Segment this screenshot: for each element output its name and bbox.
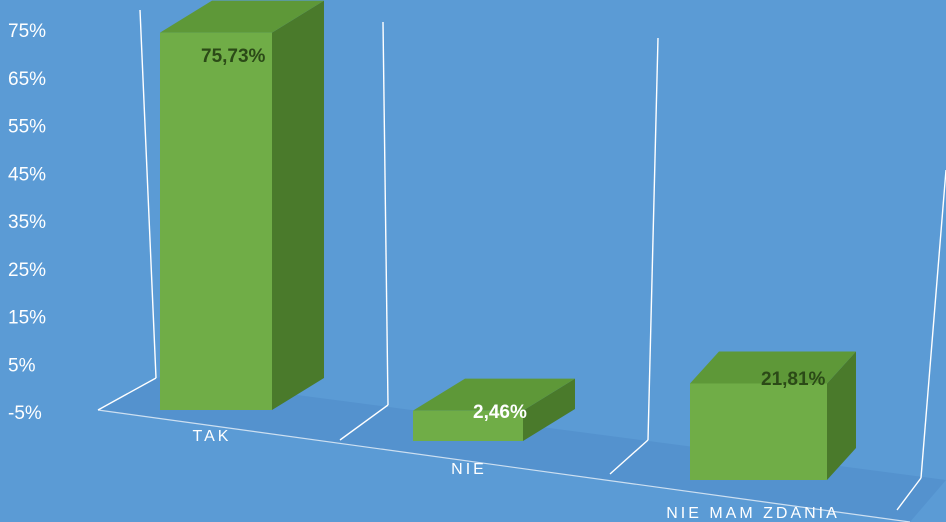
y-tick-label: 65%	[8, 69, 46, 90]
bar-side	[272, 0, 324, 411]
bar-top	[413, 378, 575, 411]
bar-side	[827, 351, 856, 480]
y-axis-ticks: -5% 5% 15% 25% 35% 45% 55% 65% 75%	[8, 21, 46, 424]
chart-walls	[97, 9, 946, 511]
grid-divider-6	[609, 439, 649, 475]
bar-top	[690, 351, 856, 384]
bar-side	[523, 378, 575, 441]
y-tick-label: 35%	[8, 212, 46, 233]
x-axis-categories: TAK NIE NIE MAM ZDANIA	[193, 428, 840, 522]
bar-front	[160, 32, 272, 410]
x-category-label: NIE MAM ZDANIA	[666, 505, 840, 522]
bars: 75,73% 2,46% 21,81%	[160, 0, 856, 480]
floor-front-edge	[97, 409, 911, 522]
chart-floor	[97, 377, 946, 522]
grid-divider-2	[647, 37, 659, 441]
bar-front	[690, 383, 827, 480]
x-category-label: NIE	[451, 461, 487, 478]
grid-divider-7	[896, 477, 922, 511]
y-tick-label: 25%	[8, 260, 46, 281]
data-label: 2,46%	[473, 402, 527, 423]
y-tick-label: 75%	[8, 21, 46, 42]
y-tick-label: -5%	[8, 403, 42, 424]
grid-divider-0	[139, 9, 157, 379]
bar-nie: 2,46%	[413, 378, 575, 441]
data-label: 21,81%	[761, 369, 826, 390]
grid-divider-1	[382, 21, 389, 406]
y-tick-label: 45%	[8, 164, 46, 185]
x-category-label: TAK	[193, 428, 232, 445]
bar-top	[160, 0, 324, 33]
y-tick-label: 55%	[8, 117, 46, 138]
y-tick-label: 5%	[8, 355, 36, 376]
grid-divider-3	[920, 169, 946, 479]
bar-nie-mam-zdania: 21,81%	[690, 351, 856, 480]
data-label: 75,73%	[201, 46, 266, 67]
floor-plane	[98, 377, 946, 522]
grid-divider-5	[339, 404, 389, 441]
y-tick-label: 15%	[8, 308, 46, 329]
bar-tak: 75,73%	[160, 0, 324, 411]
grid-divider-4	[97, 377, 157, 411]
bar-front	[413, 410, 523, 441]
